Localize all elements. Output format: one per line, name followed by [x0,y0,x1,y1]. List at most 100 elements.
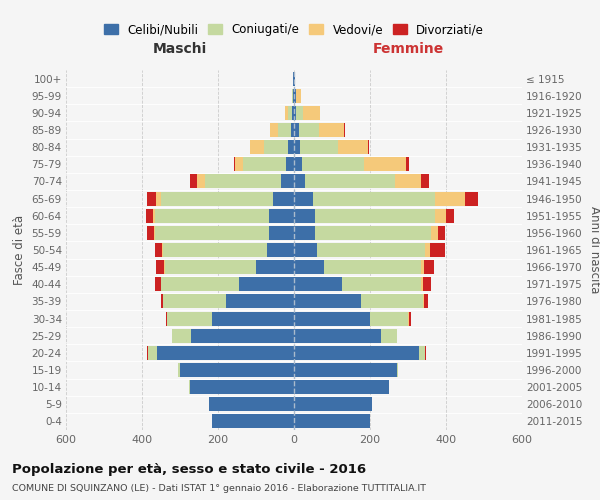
Bar [293,88,294,102]
Bar [165,260,256,274]
Bar [294,106,296,120]
Bar [424,260,434,274]
Bar [286,158,294,172]
Bar [157,346,294,360]
Bar [294,260,325,274]
Bar [234,158,235,172]
Bar [191,328,294,342]
Bar [361,294,423,308]
Bar [189,380,190,394]
Bar [281,174,294,188]
Bar [212,312,294,326]
Bar [294,226,315,240]
Text: Femmine: Femmine [373,42,443,56]
Bar [313,192,434,205]
Bar [154,208,155,222]
Bar [434,208,446,222]
Bar [294,88,296,102]
Legend: Celibi/Nubili, Coniugati/e, Vedovi/e, Divorziati/e: Celibi/Nubili, Coniugati/e, Vedovi/e, Di… [99,18,489,40]
Bar [289,106,292,120]
Bar [421,260,424,274]
Bar [212,414,294,428]
Text: COMUNE DI SQUINZANO (LE) - Dati ISTAT 1° gennaio 2016 - Elaborazione TUTTITALIA.: COMUNE DI SQUINZANO (LE) - Dati ISTAT 1°… [12,484,426,493]
Bar [430,243,445,257]
Bar [294,123,299,137]
Bar [256,260,294,274]
Bar [155,208,269,222]
Bar [294,294,361,308]
Bar [424,294,428,308]
Bar [163,294,226,308]
Bar [161,192,273,205]
Bar [382,328,397,342]
Bar [292,106,294,120]
Bar [344,123,345,137]
Bar [278,123,291,137]
Bar [263,140,289,154]
Bar [162,243,163,257]
Bar [465,192,478,205]
Bar [148,346,157,360]
Bar [146,208,154,222]
Bar [294,174,305,188]
Bar [421,174,429,188]
Bar [294,72,295,86]
Bar [315,208,434,222]
Text: Popolazione per età, sesso e stato civile - 2016: Popolazione per età, sesso e stato civil… [12,462,366,475]
Bar [364,158,406,172]
Bar [164,260,165,274]
Bar [421,278,423,291]
Bar [294,398,372,411]
Bar [294,346,419,360]
Bar [294,414,370,428]
Bar [239,278,294,291]
Bar [302,158,364,172]
Bar [294,192,313,205]
Bar [273,192,294,205]
Bar [294,312,370,326]
Bar [157,192,161,205]
Y-axis label: Fasce di età: Fasce di età [13,215,26,285]
Bar [434,192,465,205]
Bar [242,158,286,172]
Text: Maschi: Maschi [153,42,207,56]
Bar [197,174,205,188]
Bar [296,88,301,102]
Bar [368,140,369,154]
Bar [235,158,242,172]
Bar [338,140,368,154]
Bar [268,243,294,257]
Bar [270,123,278,137]
Bar [305,174,395,188]
Bar [147,192,157,205]
Bar [294,158,302,172]
Bar [161,294,163,308]
Bar [294,243,317,257]
Bar [315,226,431,240]
Bar [395,174,421,188]
Bar [370,312,408,326]
Bar [205,174,281,188]
Bar [161,278,239,291]
Bar [303,106,320,120]
Bar [291,123,294,137]
Bar [341,278,421,291]
Bar [294,328,382,342]
Bar [226,294,294,308]
Bar [397,363,398,377]
Bar [172,328,191,342]
Bar [155,278,161,291]
Y-axis label: Anni di nascita: Anni di nascita [589,206,600,294]
Bar [180,363,294,377]
Bar [146,226,154,240]
Bar [250,140,263,154]
Bar [408,312,409,326]
Bar [154,226,155,240]
Bar [294,208,315,222]
Bar [439,226,445,240]
Bar [294,140,300,154]
Bar [294,380,389,394]
Bar [300,140,338,154]
Bar [296,106,303,120]
Bar [285,106,289,120]
